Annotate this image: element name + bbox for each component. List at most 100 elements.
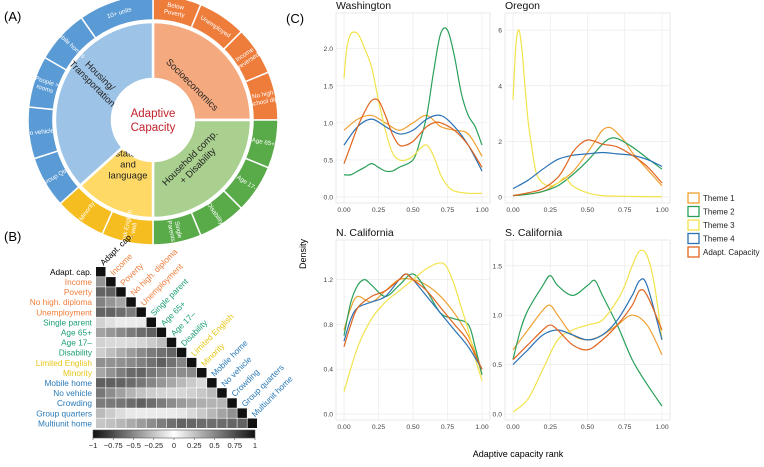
row-label: Crowding <box>57 398 92 408</box>
matrix-cell <box>96 267 106 277</box>
matrix-cell <box>146 357 156 368</box>
legend-key <box>687 192 700 204</box>
matrix-cell <box>207 398 217 408</box>
matrix-cell <box>96 418 106 428</box>
panel-label-b: (B) <box>4 229 21 244</box>
matrix-cell <box>217 418 227 428</box>
legend-label: Theme 4 <box>703 235 735 244</box>
x-tick-label: 0.50 <box>581 424 594 431</box>
row-label: Age 65+ <box>61 327 92 337</box>
variable-label: Age 65+ <box>251 137 276 148</box>
row-label: No high. diploma <box>30 297 93 307</box>
matrix-cell <box>186 357 197 368</box>
matrix-cell <box>116 317 126 327</box>
x-tick-label: 0.75 <box>618 207 631 214</box>
density-line <box>343 31 483 195</box>
legend-label: Theme 3 <box>703 221 735 230</box>
matrix-cell <box>106 307 116 317</box>
matrix-cell <box>126 388 136 398</box>
matrix-cell <box>116 297 126 307</box>
matrix-cell <box>126 327 136 338</box>
matrix-cell <box>156 378 167 388</box>
x-tick-label: 0.00 <box>337 424 350 431</box>
matrix-cell <box>166 368 177 378</box>
matrix-cell <box>186 418 197 428</box>
matrix-cell <box>156 347 167 358</box>
row-label: Poverty <box>64 287 93 297</box>
matrix-cell <box>96 327 106 338</box>
center-label-line: Adaptive <box>131 108 176 120</box>
x-tick-label: 0.00 <box>337 207 350 214</box>
matrix-cell <box>156 388 167 398</box>
panel-title: Washington <box>336 0 391 12</box>
legend-label: Theme 2 <box>703 208 735 217</box>
y-tick-label: 0 <box>498 195 502 202</box>
x-tick-label: 0.25 <box>372 207 385 214</box>
x-tick-label: 1.00 <box>475 424 488 431</box>
theme-label-line: status <box>115 149 141 160</box>
matrix-cell <box>136 327 146 338</box>
density-line <box>512 151 663 190</box>
density-line <box>343 262 483 392</box>
matrix-cell <box>106 347 116 358</box>
y-tick-label: 0.5 <box>493 362 503 369</box>
matrix-cell <box>106 408 116 418</box>
matrix-cell <box>197 368 207 378</box>
matrix-cell <box>136 418 146 428</box>
matrix-cell <box>116 327 126 338</box>
variable-label-line: No vehicles <box>25 127 58 137</box>
variable-label-line: Parents <box>165 220 176 242</box>
y-tick-label: 2.0 <box>324 46 334 53</box>
matrix-cell <box>166 347 177 358</box>
matrix-cell <box>136 337 146 348</box>
colorbar-tick-label: −1 <box>89 441 98 450</box>
matrix-cell <box>116 287 126 297</box>
matrix-cell <box>126 307 136 317</box>
y-tick-label: 0.8 <box>324 322 334 329</box>
matrix-cell <box>207 388 217 398</box>
matrix-cell <box>166 418 177 428</box>
matrix-cell <box>146 398 156 408</box>
colorbar-tick-label: 0.5 <box>209 441 219 450</box>
row-label: Adapt. cap. <box>50 267 92 277</box>
density-line <box>512 278 663 366</box>
y-tick-label: 0.0 <box>324 195 334 202</box>
matrix-cell <box>96 357 106 368</box>
density-panel: S. California 0.00 0.25 0.50 0.75 1.00 0.0 0.5 1… <box>493 227 671 431</box>
variable-label-line: Age 65+ <box>251 137 276 148</box>
matrix-cell <box>96 347 106 358</box>
legend: Theme 1 Theme 2 Theme 3 Theme 4 Adapt. Capac… <box>687 192 759 258</box>
matrix-cell <box>116 368 126 378</box>
density-line <box>512 249 663 413</box>
colorbar-tick-label: 0.75 <box>227 441 242 450</box>
x-tick-label: 0.25 <box>544 424 557 431</box>
panel-title: Oregon <box>505 0 540 12</box>
matrix-cell <box>176 347 187 358</box>
panel-title: S. California <box>505 227 562 239</box>
x-tick-label: 1.00 <box>475 207 488 214</box>
matrix-cell <box>136 408 146 418</box>
matrix-cell <box>116 398 126 408</box>
matrix-cell <box>207 418 217 428</box>
density-line <box>512 304 663 355</box>
matrix-cell <box>96 368 106 378</box>
matrix-cell <box>126 337 136 348</box>
matrix-cell <box>96 408 106 418</box>
matrix-cell <box>126 378 136 388</box>
y-tick-label: 0.0 <box>493 412 503 419</box>
density-line <box>343 273 483 375</box>
matrix-cell <box>146 378 156 388</box>
matrix-cell <box>106 287 116 297</box>
matrix-cell <box>146 418 156 428</box>
matrix-cell <box>126 408 136 418</box>
matrix-cell <box>96 388 106 398</box>
y-tick-label: 4 <box>498 83 502 90</box>
y-tick-label: 1.0 <box>324 120 334 127</box>
matrix-cell <box>186 408 197 418</box>
matrix-cell <box>146 408 156 418</box>
matrix-cell <box>116 347 126 358</box>
matrix-cell <box>106 277 116 287</box>
variable-label-line: No high <box>252 89 275 100</box>
